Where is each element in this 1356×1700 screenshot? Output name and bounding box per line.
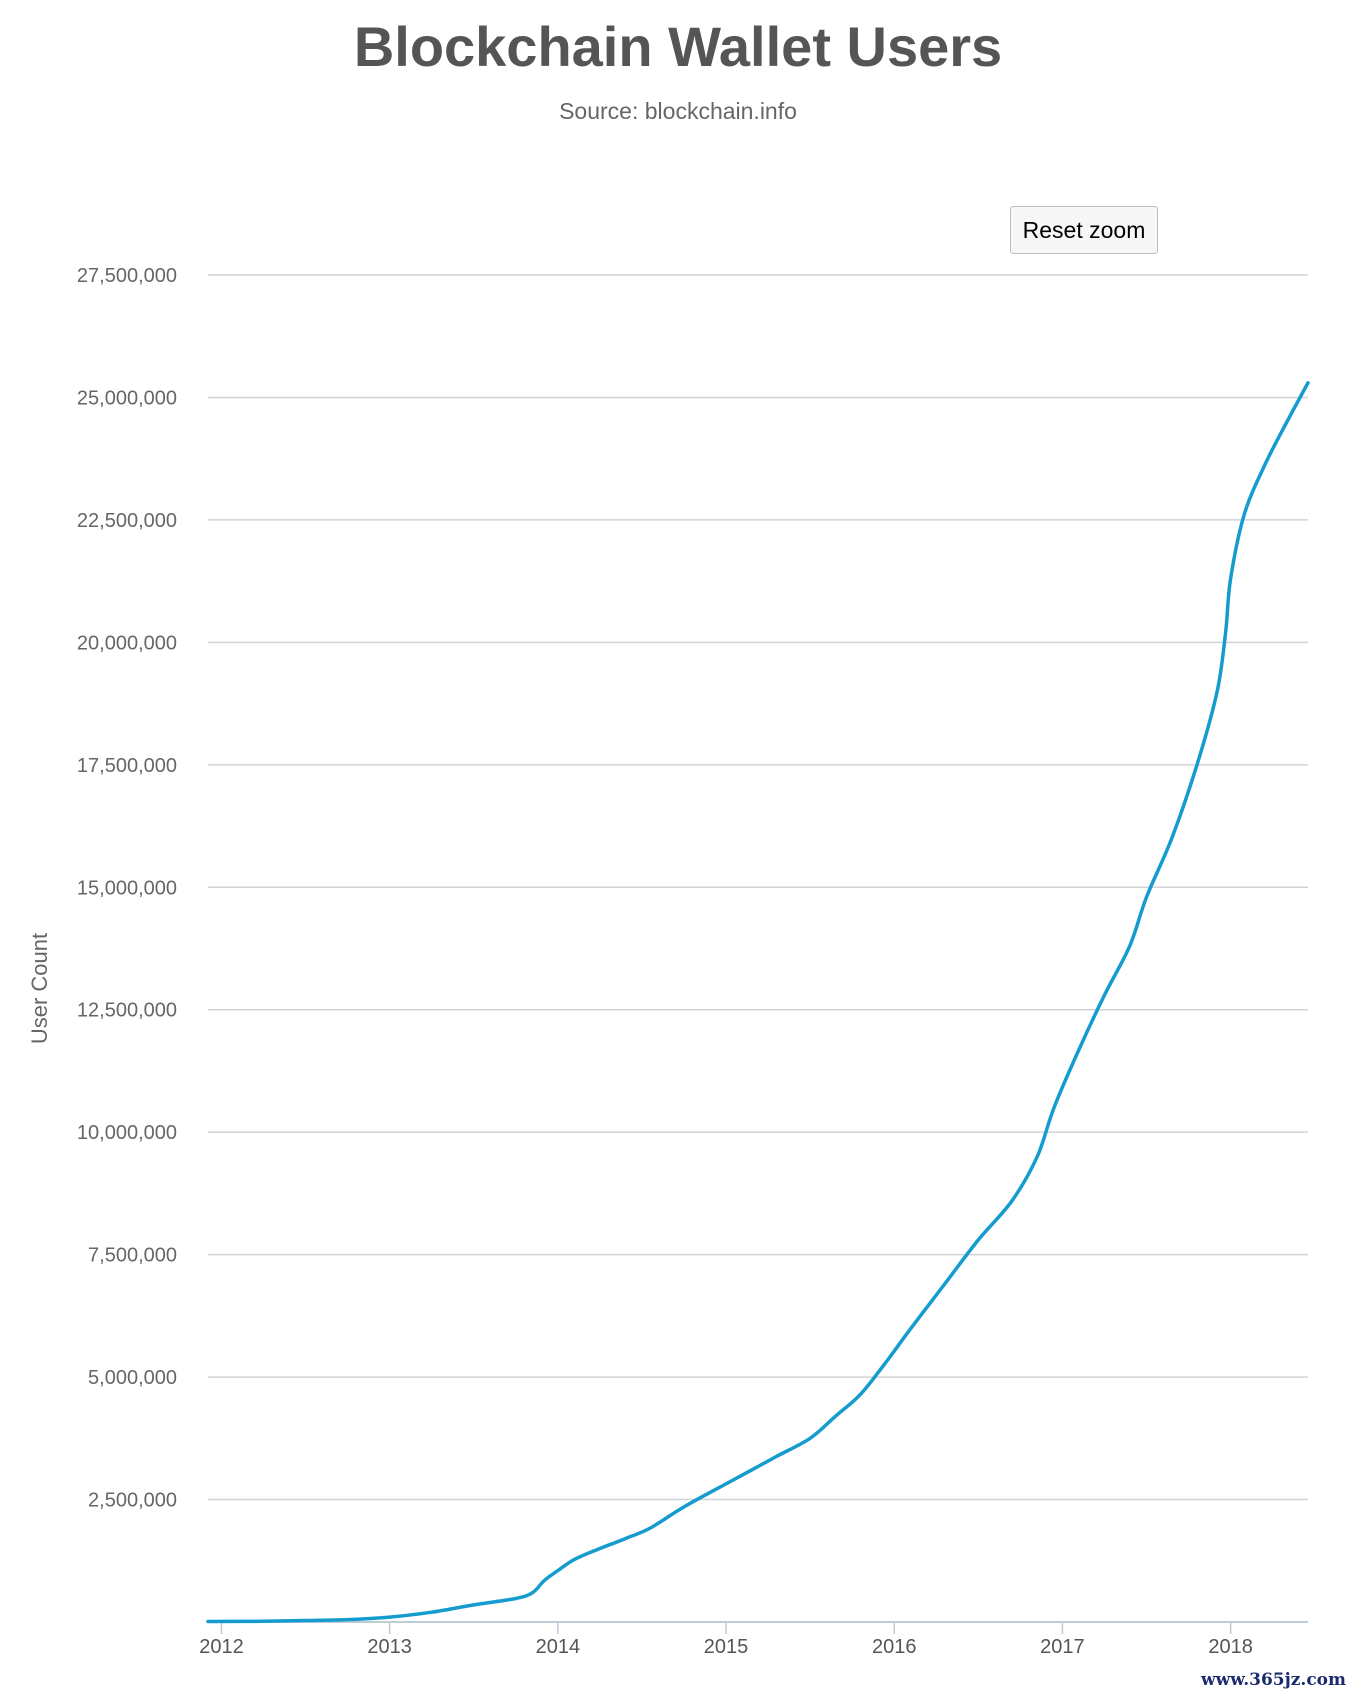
y-tick-label: 25,000,000 [77,387,177,409]
y-tick-label: 7,500,000 [88,1245,177,1267]
series-layer [206,381,1310,1624]
y-tick-label: 12,500,000 [77,1000,177,1022]
y-tick-label: 10,000,000 [77,1122,177,1144]
x-axis: 2012 2013 2014 2015 2016 2017 2018 [199,1621,1308,1658]
x-tick-label: 2018 [1208,1636,1253,1658]
y-axis: 2,500,000 5,000,000 7,500,000 10,000,000 12,… [77,265,177,1512]
x-tick-label: 2013 [367,1636,412,1658]
series-line[interactable] [206,381,1310,1624]
y-tick-label: 22,500,000 [77,510,177,532]
y-tick-label: 15,000,000 [77,877,177,899]
watermark: www.365jz.com [1201,1670,1346,1690]
y-tick-label: 27,500,000 [77,265,177,287]
y-axis-title: User Count [27,933,52,1044]
y-tick-label: 17,500,000 [77,755,177,777]
chart-subtitle: Source: blockchain.info [559,98,797,124]
grid-lines [208,274,1308,1501]
reset-zoom-button[interactable]: Reset zoom [1010,206,1158,254]
x-tick-label: 2012 [199,1636,244,1658]
y-tick-label: 5,000,000 [88,1367,177,1389]
x-tick-label: 2015 [704,1636,749,1658]
chart-title: Blockchain Wallet Users [353,15,1003,78]
x-tick-label: 2014 [536,1636,581,1658]
x-tick-label: 2016 [872,1636,917,1658]
x-tick-label: 2017 [1040,1636,1085,1658]
y-tick-label: 2,500,000 [88,1490,177,1512]
y-tick-label: 20,000,000 [77,632,177,654]
